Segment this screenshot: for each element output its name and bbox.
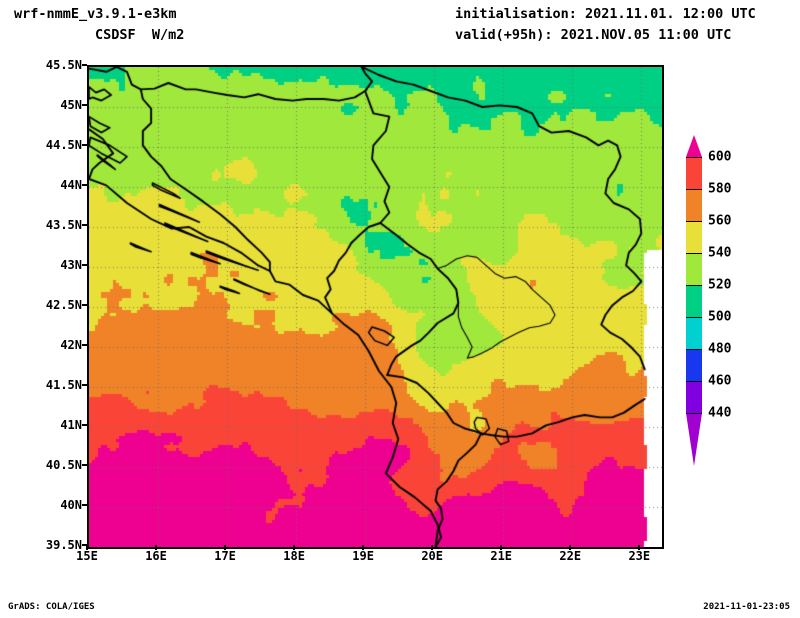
latitude-tick-mark — [82, 384, 87, 386]
longitude-tick-mark — [86, 545, 88, 550]
latitude-tick-mark — [82, 424, 87, 426]
longitude-tick-label: 16E — [145, 549, 167, 563]
latitude-tick-label: 44.5N — [45, 138, 82, 152]
colorbar-band — [686, 285, 702, 317]
latitude-tick-label: 43.5N — [45, 218, 82, 232]
colorbar-band — [686, 157, 702, 189]
latitude-tick-mark — [82, 264, 87, 266]
longitude-tick-mark — [569, 545, 572, 550]
longitude-tick-label: 17E — [214, 549, 236, 563]
longitude-tick-label: 22E — [559, 549, 582, 563]
variable-title: CSDSF W/m2 — [95, 27, 185, 43]
colorbar-band — [686, 349, 702, 381]
colorbar-tick-label: 480 — [708, 341, 732, 357]
latitude-tick-label: 40.5N — [45, 458, 82, 472]
colorbar-tick-label: 560 — [708, 213, 732, 229]
latitude-axis-ticks — [0, 64, 87, 546]
longitude-tick-label: 21E — [490, 549, 513, 563]
longitude-tick-mark — [638, 545, 641, 550]
colorbar-tick-label: 440 — [708, 405, 732, 421]
longitude-tick-mark — [224, 545, 227, 550]
latitude-tick-mark — [82, 544, 87, 546]
latitude-tick-label: 43N — [60, 258, 82, 272]
latitude-tick-mark — [82, 304, 87, 306]
longitude-tick-mark — [155, 545, 158, 550]
latitude-tick-label: 41N — [60, 418, 82, 432]
longitude-tick-label: 20E — [421, 549, 444, 563]
latitude-tick-mark — [82, 344, 87, 346]
longitude-tick-label: 19E — [352, 549, 374, 563]
latitude-tick-label: 42N — [60, 338, 82, 352]
colorbar-band — [686, 221, 702, 253]
latitude-tick-label: 44N — [60, 178, 82, 192]
longitude-axis-ticks — [86, 545, 660, 553]
colorbar-band — [686, 189, 702, 221]
generation-stamp: 2021-11-01-23:05 — [703, 602, 790, 612]
latitude-tick-mark — [82, 104, 87, 106]
latitude-tick-mark — [82, 504, 87, 506]
grads-credit: GrADS: COLA/IGES — [8, 602, 95, 612]
colorbar-tick-label: 460 — [708, 373, 732, 389]
longitude-tick-mark — [293, 545, 296, 550]
colorbar-tick-label: 500 — [708, 309, 732, 325]
latitude-tick-label: 41.5N — [45, 378, 82, 392]
longitude-tick-mark — [362, 545, 365, 550]
colorbar-tick-label: 520 — [708, 277, 732, 293]
longitude-tick-label: 15E — [76, 549, 98, 563]
latitude-tick-mark — [82, 184, 87, 186]
longitude-axis-labels: 15E 16E 17E 18E 19E 20E 21E 22E 23E — [76, 549, 660, 571]
latitude-tick-mark — [82, 224, 87, 226]
colorbar-legend: 600 580 560 540 520 500 480 460 440 — [682, 135, 731, 466]
colorbar-band — [686, 253, 702, 285]
colorbar-top-arrow — [686, 135, 702, 157]
longitude-tick-mark — [431, 545, 434, 550]
model-title: wrf-nmmE_v3.9.1-e3km — [14, 6, 177, 22]
longitude-tick-mark — [500, 545, 503, 550]
colorbar-bottom-arrow — [686, 413, 702, 466]
colorbar-tick-label: 600 — [708, 149, 732, 165]
latitude-axis-labels: 45.5N 45N 44.5N 44N 43.5N 43N 42.5N 42N 41.5N 41N… — [0, 58, 82, 552]
latitude-tick-label: 45N — [60, 98, 82, 112]
latitude-tick-label: 39.5N — [45, 538, 82, 552]
latitude-tick-mark — [82, 464, 87, 466]
latitude-tick-label: 42.5N — [45, 298, 82, 312]
colorbar-band — [686, 381, 702, 413]
colorbar-tick-label: 580 — [708, 181, 732, 197]
colorbar-band — [686, 317, 702, 349]
valid-time-label: valid(+95h): 2021.NOV.05 11:00 UTC — [455, 27, 732, 43]
initialisation-label: initialisation: 2021.11.01. 12:00 UTC — [455, 6, 756, 22]
latitude-tick-label: 45.5N — [45, 58, 82, 72]
latitude-tick-mark — [82, 64, 87, 66]
longitude-tick-label: 18E — [283, 549, 305, 563]
map-plot-area — [87, 65, 664, 549]
latitude-tick-mark — [82, 144, 87, 146]
map-heatmap-canvas — [89, 67, 662, 547]
colorbar-tick-label: 540 — [708, 245, 732, 261]
latitude-tick-label: 40N — [60, 498, 82, 512]
longitude-tick-label: 23E — [628, 549, 651, 563]
